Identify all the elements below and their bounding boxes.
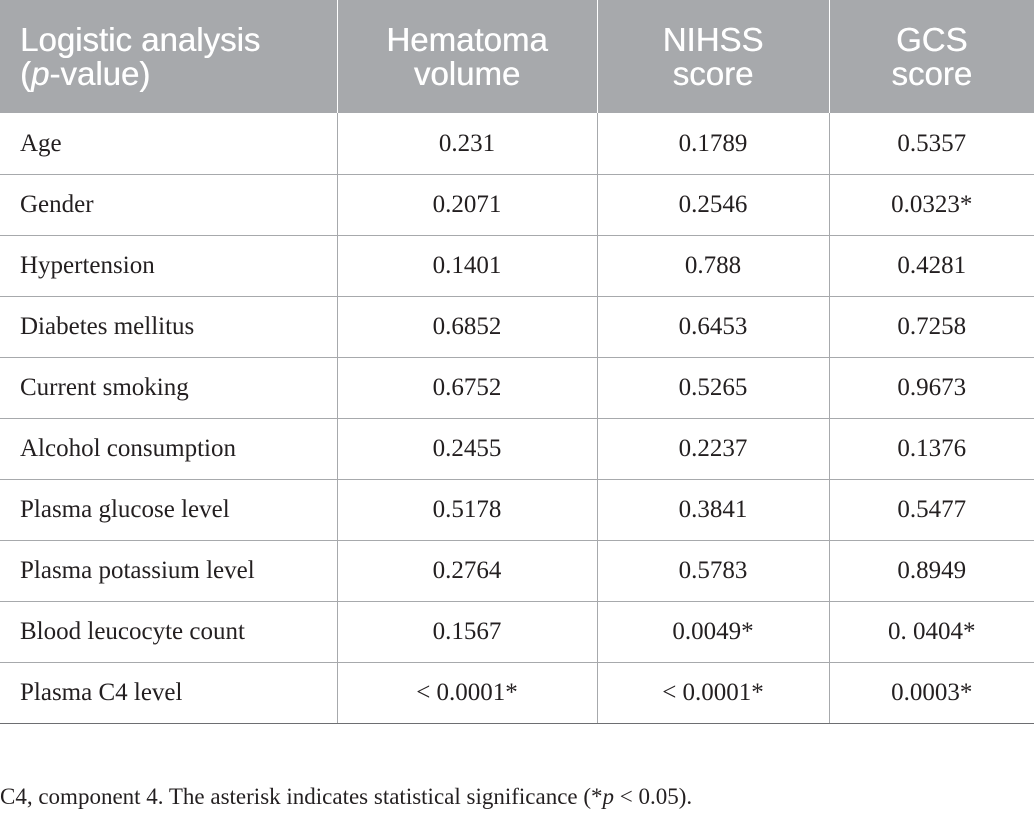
- gcs-value: 0. 0404*: [828, 601, 1034, 663]
- logistic-analysis-table: Logistic analysis (p-value) Hematoma vol…: [0, 0, 1034, 724]
- row-label: Age: [0, 113, 337, 175]
- table-row: Alcohol consumption 0.2455 0.2237 0.1376: [0, 418, 1034, 480]
- table-row: Plasma potassium level 0.2764 0.5783 0.8…: [0, 540, 1034, 602]
- nihss-value: 0.3841: [596, 479, 829, 541]
- nihss-value: 0.2237: [596, 418, 829, 480]
- row-label: Plasma potassium level: [0, 540, 337, 602]
- nihss-value: 0.788: [596, 235, 829, 297]
- nihss-value: 0.6453: [596, 296, 829, 358]
- nihss-value: 0.0049*: [596, 601, 829, 663]
- header-line-2: score: [672, 54, 754, 92]
- header-line-1: Hematoma: [386, 20, 548, 58]
- row-label: Blood leucocyte count: [0, 601, 337, 663]
- table-row: Plasma glucose level 0.5178 0.3841 0.547…: [0, 479, 1034, 541]
- gcs-value: 0.5477: [828, 479, 1034, 541]
- hematoma-value: 0.1567: [336, 601, 597, 663]
- hematoma-value: 0.2764: [336, 540, 597, 602]
- table-row: Age 0.231 0.1789 0.5357: [0, 113, 1034, 175]
- header-row: Logistic analysis (p-value) Hematoma vol…: [0, 0, 1034, 113]
- hematoma-value: 0.2071: [336, 174, 597, 236]
- gcs-value: 0.9673: [828, 357, 1034, 419]
- footnote-threshold: < 0.05).: [614, 784, 693, 809]
- row-label: Diabetes mellitus: [0, 296, 337, 358]
- header-gcs-score: GCS score: [828, 0, 1034, 113]
- header-line-1: Logistic analysis: [20, 20, 261, 58]
- header-line-1: NIHSS: [662, 20, 764, 58]
- footnote-p-italic: p: [602, 784, 615, 809]
- header-logistic-analysis: Logistic analysis (p-value): [0, 0, 337, 113]
- row-label: Gender: [0, 174, 337, 236]
- nihss-value: 0.5265: [596, 357, 829, 419]
- nihss-value: 0.1789: [596, 113, 829, 175]
- row-label: Hypertension: [0, 235, 337, 297]
- hematoma-value: 0.6752: [336, 357, 597, 419]
- header-paren-open: (: [20, 54, 31, 92]
- row-label: Alcohol consumption: [0, 418, 337, 480]
- table-row: Current smoking 0.6752 0.5265 0.9673: [0, 357, 1034, 419]
- gcs-value: 0.5357: [828, 113, 1034, 175]
- gcs-value: 0.4281: [828, 235, 1034, 297]
- hematoma-value: 0.231: [336, 113, 597, 175]
- hematoma-value: 0.6852: [336, 296, 597, 358]
- table-header: Logistic analysis (p-value) Hematoma vol…: [0, 0, 1034, 113]
- table-row: Plasma C4 level < 0.0001* < 0.0001* 0.00…: [0, 662, 1034, 724]
- gcs-value: 0.8949: [828, 540, 1034, 602]
- gcs-value: 0.0323*: [828, 174, 1034, 236]
- nihss-value: 0.5783: [596, 540, 829, 602]
- gcs-value: 0.7258: [828, 296, 1034, 358]
- results-table-container: Logistic analysis (p-value) Hematoma vol…: [0, 0, 1034, 724]
- row-label: Plasma C4 level: [0, 662, 337, 724]
- hematoma-value: < 0.0001*: [336, 662, 597, 724]
- header-value-suffix: -value): [49, 54, 151, 92]
- header-p-italic: p: [31, 54, 50, 92]
- header-line-2: volume: [413, 54, 521, 92]
- gcs-value: 0.1376: [828, 418, 1034, 480]
- table-row: Blood leucocyte count 0.1567 0.0049* 0. …: [0, 601, 1034, 663]
- table-row: Hypertension 0.1401 0.788 0.4281: [0, 235, 1034, 297]
- hematoma-value: 0.2455: [336, 418, 597, 480]
- table-footnote: C4, component 4. The asterisk indicates …: [0, 784, 692, 810]
- header-hematoma-volume: Hematoma volume: [336, 0, 597, 113]
- table-body: Age 0.231 0.1789 0.5357 Gender 0.2071 0.…: [0, 113, 1034, 724]
- nihss-value: < 0.0001*: [596, 662, 829, 724]
- header-nihss-score: NIHSS score: [596, 0, 829, 113]
- table-row: Gender 0.2071 0.2546 0.0323*: [0, 174, 1034, 236]
- gcs-value: 0.0003*: [828, 662, 1034, 724]
- header-line-2: (p-value): [20, 54, 337, 92]
- nihss-value: 0.2546: [596, 174, 829, 236]
- header-line-1: GCS: [895, 20, 968, 58]
- header-line-2: score: [891, 54, 973, 92]
- hematoma-value: 0.5178: [336, 479, 597, 541]
- table-row: Diabetes mellitus 0.6852 0.6453 0.7258: [0, 296, 1034, 358]
- footnote-text: C4, component 4. The asterisk indicates …: [0, 784, 603, 809]
- row-label: Current smoking: [0, 357, 337, 419]
- row-label: Plasma glucose level: [0, 479, 337, 541]
- hematoma-value: 0.1401: [336, 235, 597, 297]
